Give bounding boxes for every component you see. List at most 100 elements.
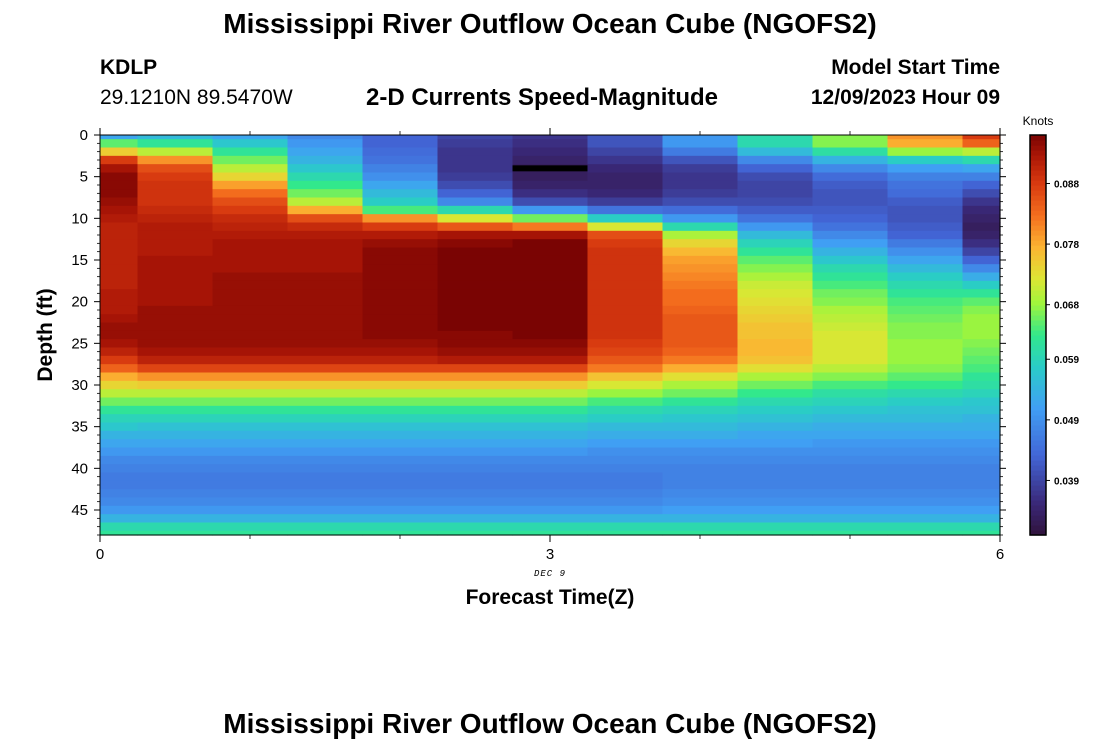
colorbar-segment	[1030, 270, 1046, 276]
heatmap-cell	[587, 439, 664, 449]
colorbar-segment	[1030, 150, 1046, 156]
heatmap-cell	[212, 397, 289, 407]
colorbar-segment	[1030, 470, 1046, 476]
colorbar-segment	[1030, 525, 1046, 531]
heatmap-cell	[512, 530, 589, 536]
heatmap-cell	[887, 530, 964, 536]
heatmap-cell	[737, 430, 814, 440]
heatmap-cell	[662, 497, 739, 507]
heatmap-cell	[512, 239, 589, 249]
heatmap-cell	[362, 264, 439, 274]
heatmap-cell	[662, 264, 739, 274]
y-tick-label: 10	[71, 210, 88, 227]
heatmap-cell	[512, 480, 589, 490]
heatmap-cell	[962, 489, 1001, 499]
heatmap-cell	[812, 172, 889, 182]
heatmap-cell	[812, 372, 889, 382]
colorbar-segment	[1030, 510, 1046, 516]
colorbar-tick-label: 0.039	[1054, 476, 1079, 487]
heatmap-cell	[287, 464, 364, 474]
heatmap-cell	[737, 380, 814, 390]
heatmap-cell	[437, 330, 514, 340]
heatmap-cell	[962, 522, 1001, 532]
heatmap-cell	[437, 239, 514, 249]
heatmap-cell	[662, 389, 739, 399]
heatmap-cell	[212, 289, 289, 299]
colorbar-segment	[1030, 455, 1046, 461]
heatmap-cell	[512, 205, 589, 215]
heatmap-cell	[212, 239, 289, 249]
heatmap-cell	[437, 514, 514, 524]
heatmap-cell	[137, 397, 214, 407]
heatmap-cell	[962, 272, 1001, 282]
heatmap-cell	[737, 472, 814, 482]
heatmap-cell	[137, 314, 214, 324]
heatmap-cell	[212, 155, 289, 165]
heatmap-cell	[287, 405, 364, 415]
colorbar-segment	[1030, 420, 1046, 426]
heatmap-cell	[662, 214, 739, 224]
y-tick-label: 30	[71, 377, 88, 394]
heatmap-cell	[962, 305, 1001, 315]
heatmap-cell	[287, 247, 364, 257]
heatmap-cell	[887, 280, 964, 290]
heatmap-cell	[362, 422, 439, 432]
heatmap-cell	[362, 530, 439, 536]
colorbar-segment	[1030, 460, 1046, 466]
station-id: KDLP	[100, 56, 158, 79]
heatmap-cell	[362, 405, 439, 415]
colorbar-segment	[1030, 185, 1046, 191]
heatmap-cell	[137, 305, 214, 315]
heatmap-cell	[662, 489, 739, 499]
heatmap-cell	[137, 422, 214, 432]
heatmap-cell	[437, 164, 514, 174]
heatmap-cell	[287, 135, 364, 140]
heatmap-cell	[212, 505, 289, 515]
heatmap-cell	[287, 339, 364, 349]
heatmap-cell	[737, 330, 814, 340]
heatmap-cell	[362, 305, 439, 315]
colorbar-segment	[1030, 170, 1046, 176]
colorbar-segment	[1030, 505, 1046, 511]
colorbar-segment	[1030, 390, 1046, 396]
heatmap-cell	[887, 480, 964, 490]
heatmap-cell	[962, 414, 1001, 424]
colorbar-segment	[1030, 235, 1046, 241]
heatmap-cell	[100, 264, 139, 274]
heatmap-cell	[287, 272, 364, 282]
heatmap-cell	[212, 189, 289, 199]
heatmap-cell	[137, 489, 214, 499]
heatmap-cell	[437, 489, 514, 499]
heatmap-cell	[512, 189, 589, 199]
heatmap-cell	[287, 147, 364, 157]
heatmap-cell	[887, 514, 964, 524]
heatmap-cell	[512, 355, 589, 365]
heatmap-cell	[100, 397, 139, 407]
heatmap-cell	[812, 272, 889, 282]
heatmap-cell	[212, 247, 289, 257]
heatmap-cell	[100, 339, 139, 349]
heatmap-cell	[812, 330, 889, 340]
heatmap-cell	[737, 189, 814, 199]
heatmap-cell	[100, 155, 139, 165]
heatmap-cell	[887, 422, 964, 432]
heatmap-cell	[737, 464, 814, 474]
heatmap-cell	[812, 280, 889, 290]
heatmap-cell	[362, 297, 439, 307]
heatmap-cell	[512, 472, 589, 482]
colorbar-segment	[1030, 155, 1046, 161]
heatmap-cell	[587, 247, 664, 257]
heatmap-cell	[100, 239, 139, 249]
colorbar-segment	[1030, 255, 1046, 261]
colorbar-segment	[1030, 265, 1046, 271]
heatmap-cell	[887, 389, 964, 399]
station-coordinates: 29.1210N 89.5470W	[100, 86, 293, 109]
heatmap-cell	[137, 322, 214, 332]
heatmap-cell	[587, 339, 664, 349]
heatmap-cell	[137, 205, 214, 215]
heatmap-cell	[587, 222, 664, 232]
heatmap-cell	[737, 297, 814, 307]
heatmap-cell	[362, 189, 439, 199]
heatmap-cell	[100, 280, 139, 290]
heatmap-cell	[362, 414, 439, 424]
